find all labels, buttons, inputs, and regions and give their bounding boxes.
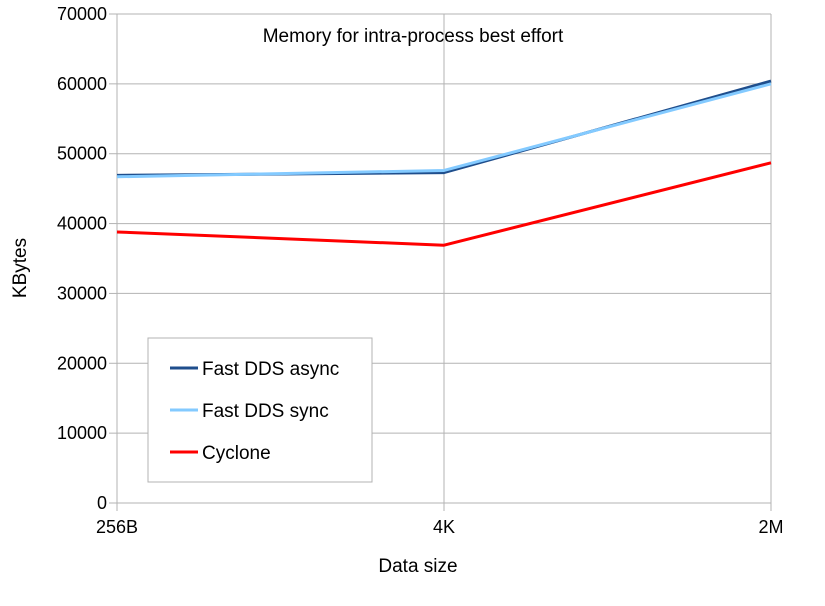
y-tick-label: 30000 (57, 283, 107, 303)
y-tick-label: 50000 (57, 144, 107, 164)
x-axis-title: Data size (378, 556, 457, 577)
y-tick-label: 10000 (57, 423, 107, 443)
legend-label: Fast DDS sync (202, 401, 329, 422)
legend-label: Cyclone (202, 443, 271, 464)
legend-label: Fast DDS async (202, 359, 339, 380)
legend: Fast DDS async Fast DDS sync Cyclone (147, 337, 373, 483)
y-tick-label: 70000 (57, 4, 107, 24)
x-tick-label: 256B (96, 517, 138, 537)
chart-title: Memory for intra-process best effort (263, 26, 564, 47)
series-lines (116, 79, 772, 247)
axes (109, 13, 117, 504)
y-tick-label: 60000 (57, 74, 107, 94)
y-tick-label: 20000 (57, 353, 107, 373)
tick-labels: 0 10000 20000 30000 40000 50000 60000 70000 256B… (57, 4, 784, 537)
series-line-1 (116, 82, 772, 179)
y-tick-label: 40000 (57, 214, 107, 234)
x-tick-label: 2M (758, 517, 783, 537)
y-axis-title: KBytes (10, 238, 31, 298)
series-line-2 (116, 161, 772, 247)
y-tick-label: 0 (97, 493, 107, 513)
x-tick-label: 4K (433, 517, 455, 537)
